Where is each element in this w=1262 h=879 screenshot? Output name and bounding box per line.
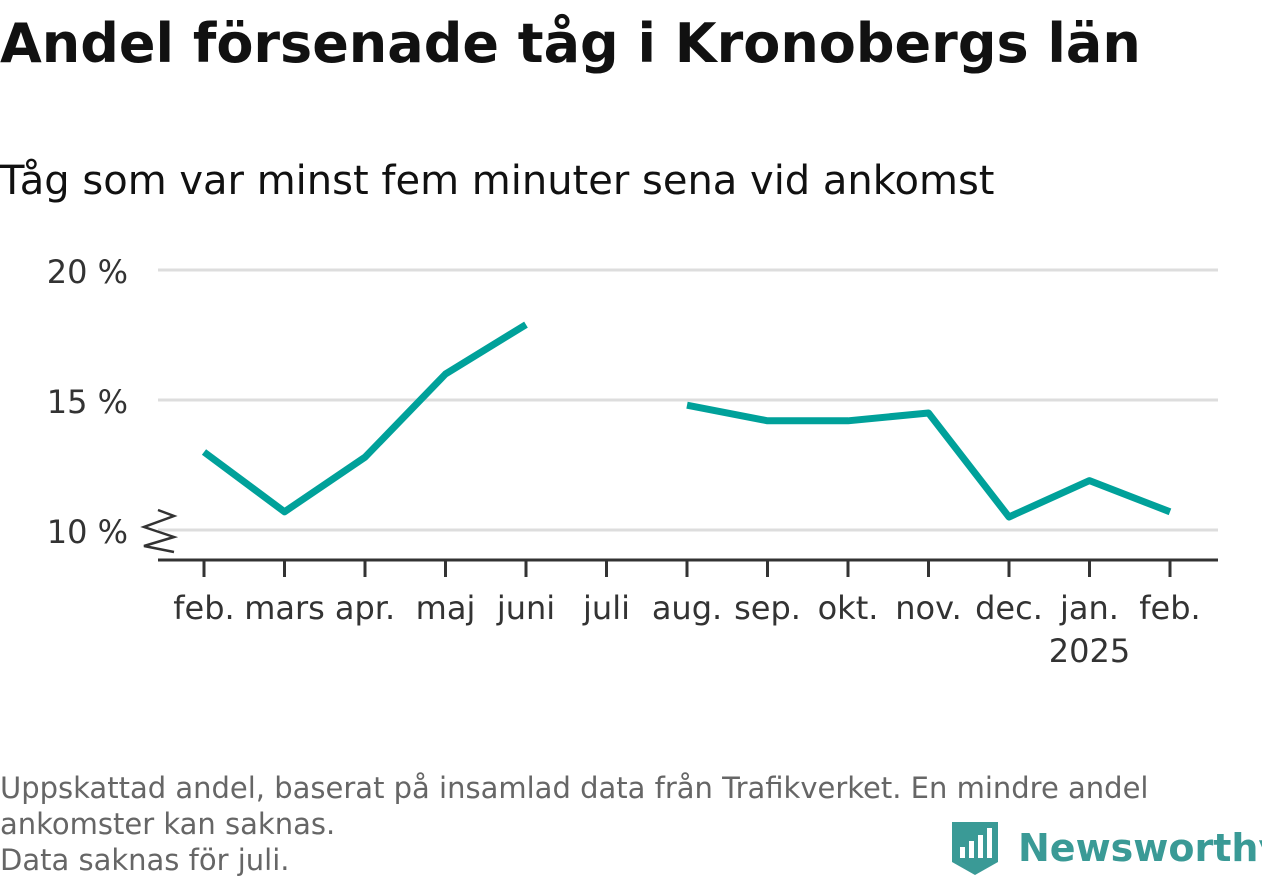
x-tick-label: jan. xyxy=(1059,589,1119,627)
y-axis-tick-labels: 10 % 15 % 20 % xyxy=(47,253,128,551)
x-tick-label: juli xyxy=(582,589,630,627)
x-tick-label: okt. xyxy=(818,589,879,627)
series-line xyxy=(201,321,528,516)
x-tick-label: nov. xyxy=(895,589,961,627)
y-tick-label: 20 % xyxy=(47,253,128,291)
footnote-line: Uppskattad andel, baserat på insamlad da… xyxy=(0,771,1149,805)
footnote-line: ankomster kan saknas. xyxy=(0,807,336,841)
x-tick-label: sep. xyxy=(734,589,801,627)
y-tick-label: 15 % xyxy=(47,383,128,421)
x-tick-label: feb. xyxy=(173,589,234,627)
x-tick-label: feb. xyxy=(1139,589,1200,627)
y-tick-label: 10 % xyxy=(47,513,128,551)
x-tick-label: juni xyxy=(496,589,555,627)
axis-break-icon xyxy=(140,508,179,554)
chart-subtitle: Tåg som var minst fem minuter sena vid a… xyxy=(0,158,995,204)
x-axis xyxy=(140,508,1218,577)
chart-title: Andel försenade tåg i Kronobergs län xyxy=(0,12,1141,75)
x-tick-label: apr. xyxy=(335,589,395,627)
x-tick-label: dec. xyxy=(975,589,1043,627)
x-tick-sublabel: 2025 xyxy=(1049,632,1130,670)
series-lines xyxy=(201,321,1172,521)
brand-logo: Newsworthy xyxy=(950,818,1262,878)
x-tick-label: maj xyxy=(416,589,476,627)
x-tick-label: mars xyxy=(244,589,325,627)
series-line xyxy=(686,401,1172,521)
line-chart: 10 % 15 % 20 % feb. mars apr. maj juni juli aug.… xyxy=(47,253,1218,670)
bar-chart-badge-icon xyxy=(952,822,998,875)
footnote: Uppskattad andel, baserat på insamlad da… xyxy=(0,770,1250,878)
brand-name: Newsworthy xyxy=(1018,826,1262,870)
footnote-line: Data saknas för juli. xyxy=(0,843,290,877)
x-tick-label: aug. xyxy=(652,589,722,627)
gridlines xyxy=(158,268,1218,532)
x-axis-tick-labels: feb. mars apr. maj juni juli aug. sep. okt. nov. d… xyxy=(173,589,1200,670)
